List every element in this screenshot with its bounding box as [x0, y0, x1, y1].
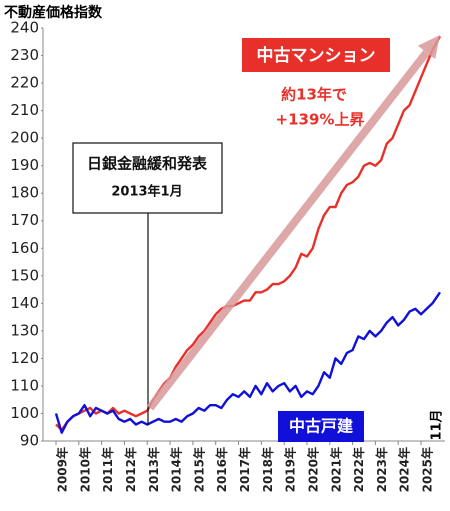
plot: 90 100 110 120 130 140 150 160 170 180 190 200 210 22… [10, 19, 445, 492]
x-tick-label: 2009年 [55, 447, 70, 492]
y-tick-label: 110 [10, 376, 39, 394]
x-tick-label: 2016年 [214, 447, 229, 492]
mansion-label: 中古マンション [257, 45, 376, 66]
arrow-shaft [146, 49, 430, 411]
annotation: 11月 [430, 409, 445, 440]
x-tick-label: 2024年 [397, 447, 412, 492]
x-tick-label: 2025年 [420, 447, 435, 492]
y-tick-label: 170 [10, 211, 39, 229]
x-tick-label: 2017年 [237, 447, 252, 492]
y-tick-label: 220 [10, 74, 39, 92]
x-tick-label: 2020年 [305, 447, 320, 492]
x-tick-label: 2010年 [77, 447, 92, 492]
x-tick-label: 2014年 [169, 447, 184, 492]
x-tick-label: 2013年 [146, 447, 161, 492]
event-box [72, 142, 223, 214]
annotation: 約13年で [281, 86, 347, 104]
annotation: 日銀金融緩和発表 [87, 155, 208, 173]
annotation: 2013年1月 [111, 184, 182, 200]
x-tick-label: 2012年 [123, 447, 138, 492]
series-line [55, 35, 442, 432]
arrow-head [417, 35, 440, 60]
y-tick-label: 240 [10, 19, 39, 37]
y-tick-label: 160 [10, 239, 39, 257]
chart-title: 不動産価格指数 [4, 4, 103, 21]
y-tick-label: 120 [10, 349, 39, 367]
growth-arrow [146, 35, 440, 411]
y-tick-label: 210 [10, 101, 39, 119]
x-tick-label: 2022年 [351, 447, 366, 492]
y-tick-label: 130 [10, 321, 39, 339]
mansion-label-box [242, 38, 390, 72]
x-tick-label: 2015年 [191, 447, 206, 492]
x-tick-label: 2021年 [328, 447, 343, 492]
x-tick-label: 2018年 [260, 447, 275, 492]
series-line [54, 291, 441, 434]
x-tick-label: 2011年 [100, 447, 115, 492]
y-tick-label: 200 [10, 129, 39, 147]
y-tick-label: 90 [20, 432, 39, 450]
annotation: +139%上昇 [276, 111, 365, 129]
y-tick-label: 190 [10, 156, 39, 174]
y-tick-label: 180 [10, 184, 39, 202]
y-tick-label: 100 [10, 404, 39, 422]
y-tick-label: 140 [10, 294, 39, 312]
x-tick-label: 2023年 [374, 447, 389, 492]
y-tick-label: 150 [10, 266, 39, 284]
y-tick-label: 230 [10, 46, 39, 64]
x-tick-label: 2019年 [283, 447, 298, 492]
house-label-box [278, 411, 364, 442]
house-label: 中古戸建 [289, 417, 353, 436]
